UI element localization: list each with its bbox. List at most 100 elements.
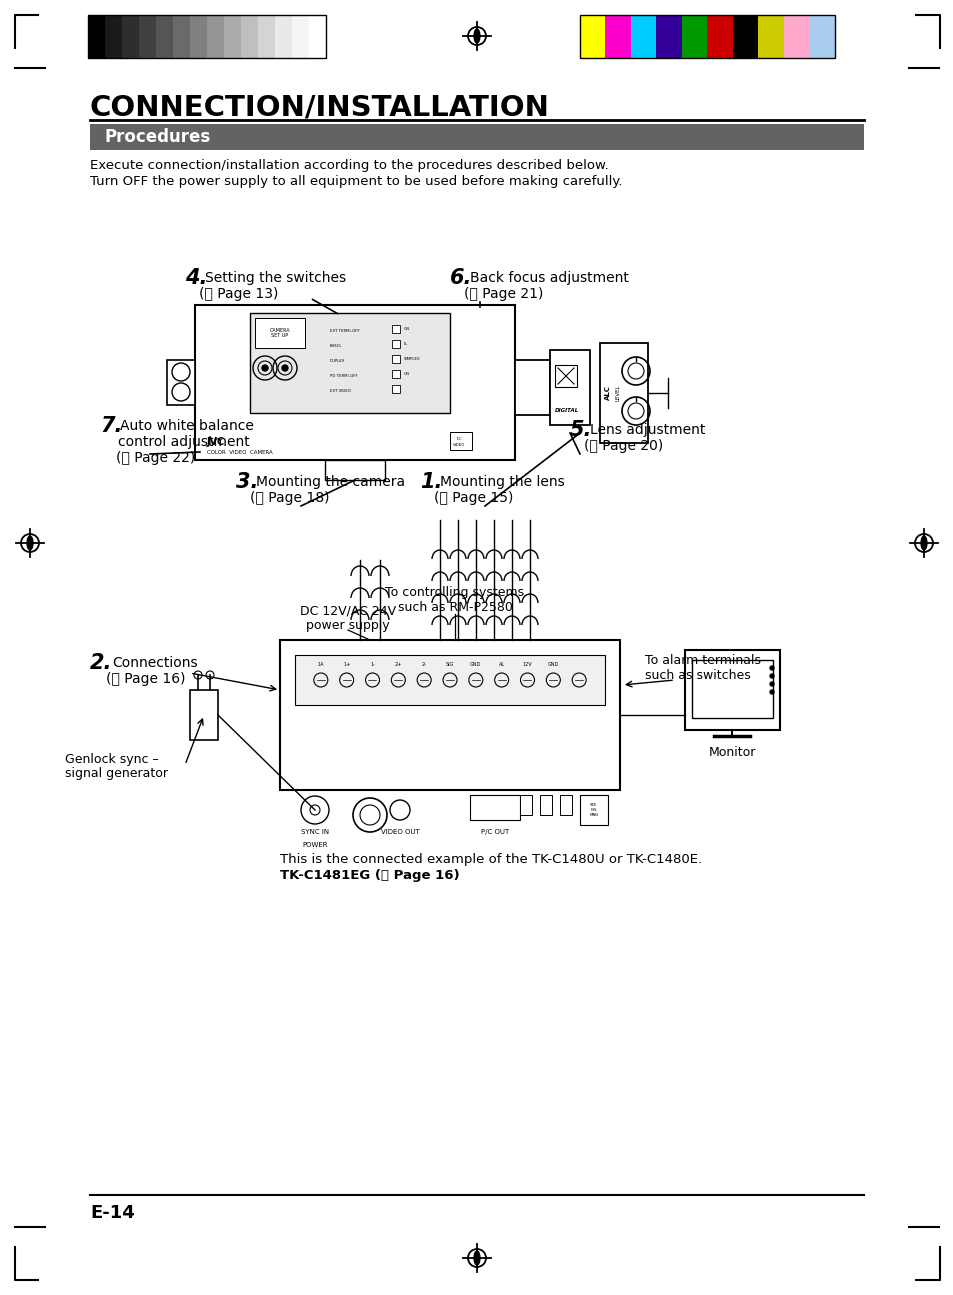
Text: BVSCL: BVSCL [330, 344, 342, 348]
Text: To alarm terminals
such as switches: To alarm terminals such as switches [644, 654, 760, 682]
Bar [450, 433, 472, 449]
Text: Mounting the lens: Mounting the lens [439, 475, 564, 490]
Text: 2-: 2- [421, 663, 426, 667]
Text: 5.: 5. [569, 420, 592, 440]
Bar [519, 795, 532, 815]
Text: Auto white balance: Auto white balance [120, 420, 253, 433]
Bar [684, 650, 780, 730]
Text: LEVEL: LEVEL [615, 385, 619, 401]
Bar [207, 16, 224, 58]
Text: (⑆ Page 22): (⑆ Page 22) [116, 451, 195, 465]
Text: control adjustment: control adjustment [118, 435, 250, 449]
Bar [515, 360, 550, 414]
Text: SIMPLEX: SIMPLEX [403, 357, 420, 361]
Text: PD TERMI-OFF: PD TERMI-OFF [330, 374, 357, 378]
Bar [257, 16, 274, 58]
Text: Turn OFF the power supply to all equipment to be used before making carefully.: Turn OFF the power supply to all equipme… [90, 175, 622, 188]
Text: Lens adjustment: Lens adjustment [589, 423, 704, 436]
Bar [280, 640, 619, 790]
Text: Monitor: Monitor [707, 746, 755, 759]
Text: JVC: JVC [207, 436, 225, 447]
Bar [783, 16, 809, 58]
Text: DUPLEX: DUPLEX [330, 359, 345, 363]
Bar [555, 365, 577, 387]
Text: (⑆ Page 18): (⑆ Page 18) [250, 491, 329, 505]
Text: 12V: 12V [522, 663, 532, 667]
Bar [194, 306, 515, 460]
Bar [224, 16, 241, 58]
Bar [241, 16, 257, 58]
Text: Back focus adjustment: Back focus adjustment [470, 271, 628, 285]
Text: CAMERA
SET UP: CAMERA SET UP [270, 328, 290, 338]
Bar [605, 16, 630, 58]
Bar [550, 350, 589, 425]
Ellipse shape [474, 1251, 479, 1265]
Text: DC 12V/AC 24V
power supply: DC 12V/AC 24V power supply [299, 603, 395, 632]
Bar [294, 655, 604, 704]
Circle shape [769, 690, 773, 694]
Text: TK-C1481EG (⑆ Page 16): TK-C1481EG (⑆ Page 16) [280, 869, 459, 882]
Bar [539, 795, 552, 815]
Bar [88, 16, 326, 58]
Text: (⑆ Page 16): (⑆ Page 16) [106, 672, 185, 686]
Text: (⑆ Page 13): (⑆ Page 13) [199, 287, 278, 300]
Bar [691, 660, 772, 717]
Text: (⑆ Page 20): (⑆ Page 20) [583, 439, 662, 453]
Bar [392, 385, 399, 392]
Bar [579, 16, 834, 58]
Text: COLOR  VIDEO  CAMERA: COLOR VIDEO CAMERA [207, 449, 273, 455]
Text: Connections: Connections [112, 657, 197, 670]
Circle shape [282, 365, 288, 370]
Text: 1.: 1. [419, 471, 442, 492]
Text: GND: GND [470, 663, 481, 667]
Bar [90, 124, 863, 150]
Text: ON: ON [403, 372, 410, 376]
Bar [172, 16, 190, 58]
Bar [156, 16, 172, 58]
Circle shape [769, 673, 773, 679]
Text: signal generator: signal generator [65, 768, 168, 781]
Text: To controlling systems
such as RM-P2580: To controlling systems such as RM-P2580 [385, 587, 524, 614]
Bar [681, 16, 707, 58]
Text: CONNECTION/INSTALLATION: CONNECTION/INSTALLATION [90, 95, 549, 122]
Text: AL: AL [498, 663, 504, 667]
Text: SYNC IN: SYNC IN [300, 829, 329, 835]
Bar [325, 460, 385, 480]
Bar [579, 795, 607, 825]
Bar [392, 325, 399, 333]
Text: Procedures: Procedures [105, 128, 211, 146]
Text: SIG: SIG [445, 663, 454, 667]
Text: Setting the switches: Setting the switches [205, 271, 346, 285]
Text: (⑆ Page 21): (⑆ Page 21) [463, 287, 543, 300]
Text: VIDEO OUT: VIDEO OUT [380, 829, 419, 835]
Text: 1A: 1A [317, 663, 324, 667]
Bar [630, 16, 656, 58]
Bar [758, 16, 783, 58]
Text: 3.: 3. [235, 471, 258, 492]
Bar [579, 16, 605, 58]
Text: ON: ON [403, 328, 410, 332]
Bar [292, 16, 309, 58]
Text: DIGITAL: DIGITAL [555, 408, 578, 413]
Text: POWER: POWER [302, 842, 328, 848]
Text: LL: LL [403, 342, 408, 346]
Bar [392, 370, 399, 378]
Text: 4.: 4. [185, 268, 207, 287]
Bar [254, 319, 305, 348]
Ellipse shape [920, 536, 926, 550]
Bar [809, 16, 834, 58]
Bar [656, 16, 681, 58]
Bar [122, 16, 139, 58]
Text: 1-: 1- [370, 663, 375, 667]
Bar [167, 360, 194, 405]
Text: DC: DC [456, 436, 462, 442]
Bar [732, 16, 758, 58]
Bar [392, 355, 399, 363]
Bar [274, 16, 292, 58]
Text: Execute connection/installation according to the procedures described below.: Execute connection/installation accordin… [90, 158, 608, 171]
Text: 1+: 1+ [343, 663, 350, 667]
Text: EXT VIDEO: EXT VIDEO [330, 388, 351, 392]
Text: P/C OUT: P/C OUT [480, 829, 509, 835]
Text: 7.: 7. [100, 416, 122, 436]
Bar [88, 16, 105, 58]
